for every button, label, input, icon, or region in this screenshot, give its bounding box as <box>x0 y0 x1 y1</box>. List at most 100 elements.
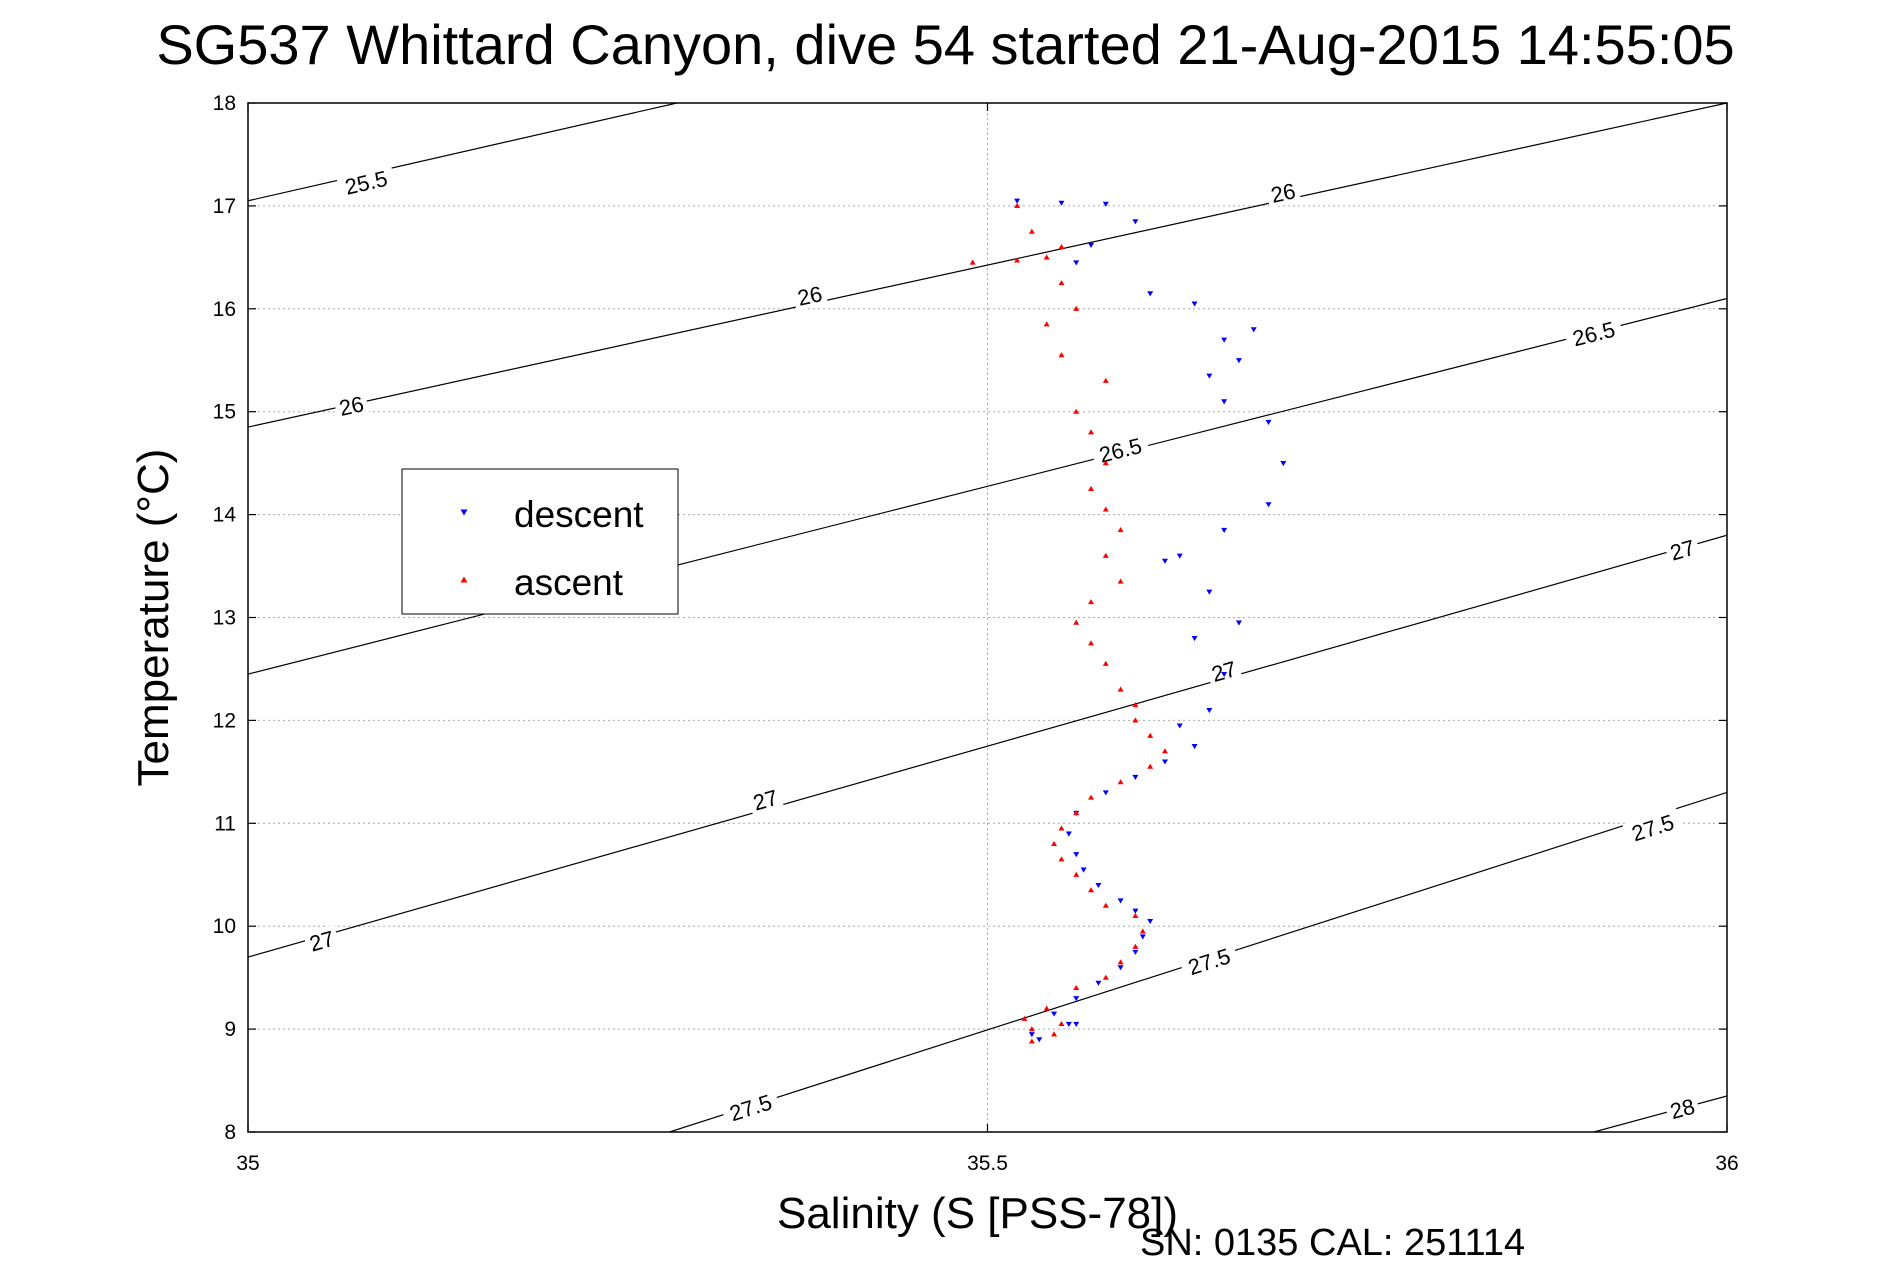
descent-point <box>1161 759 1168 765</box>
contour-label-bg <box>1622 807 1684 848</box>
descent-point <box>1065 1021 1072 1027</box>
contour-label: 25.5 <box>343 166 390 200</box>
ascent-point <box>1073 619 1080 625</box>
y-tick-label: 15 <box>213 401 236 424</box>
descent-point <box>1080 867 1087 873</box>
contour-label-bg <box>336 164 397 201</box>
axis-ticks: 35 35.5 36 8 9 10 11 12 13 14 15 16 17 18 <box>213 92 1739 1175</box>
descent-point <box>1250 327 1257 333</box>
descent-point <box>1073 996 1080 1002</box>
ascent-point <box>1088 485 1095 491</box>
x-axis-label: Salinity (S [PSS-78]) <box>777 1189 1178 1238</box>
ascent-point <box>969 259 976 265</box>
ascent-point <box>1043 321 1050 327</box>
descent-point <box>1102 790 1109 796</box>
ascent-point <box>1102 552 1109 558</box>
descent-point <box>1132 949 1139 955</box>
x-tick-label: 35 <box>236 1152 259 1175</box>
ascent-point <box>1028 1026 1035 1032</box>
contour-label-bg <box>720 1087 781 1128</box>
descent-point <box>1206 373 1213 379</box>
ascent-point <box>1028 228 1035 234</box>
descent-point <box>1191 635 1198 642</box>
density-contour-28 <box>1593 1095 1727 1132</box>
density-contour-25.5 <box>248 103 678 202</box>
ascent-point <box>1043 1005 1050 1011</box>
descent-point <box>1132 908 1139 914</box>
descent-point <box>1147 918 1154 925</box>
descent-point <box>1221 399 1228 405</box>
ascent-point <box>1051 1031 1058 1037</box>
descent-point <box>1265 502 1272 508</box>
descent-point <box>1117 898 1124 904</box>
chart-title: SG537 Whittard Canyon, dive 54 started 2… <box>156 13 1735 76</box>
y-tick-label: 16 <box>213 298 236 321</box>
contour-label-bg <box>1090 431 1151 469</box>
ascent-point <box>1028 1038 1035 1044</box>
y-tick-label: 11 <box>214 812 236 835</box>
descent-point <box>1073 260 1080 266</box>
contour-label-bg <box>1264 177 1302 208</box>
data-series <box>969 198 1287 1044</box>
ascent-point <box>1014 202 1021 208</box>
ascent-point <box>1073 810 1080 816</box>
ascent-point <box>1117 779 1124 785</box>
ascent-point <box>1073 408 1080 414</box>
ascent-point <box>1102 506 1109 512</box>
descent-point <box>1221 527 1228 534</box>
contour-label-bg <box>333 390 370 421</box>
ascent-point <box>1073 871 1080 877</box>
ascent-series <box>969 202 1168 1044</box>
descent-point <box>1280 461 1287 467</box>
descent-point <box>1073 1021 1080 1027</box>
ascent-point <box>1058 856 1065 862</box>
descent-point <box>1051 1011 1058 1017</box>
ascent-point <box>1102 974 1109 980</box>
y-tick-label: 10 <box>213 915 236 938</box>
x-tick-label: 36 <box>1715 1152 1738 1175</box>
descent-point <box>1065 831 1072 837</box>
legend-label-descent: descent <box>514 494 644 535</box>
ascent-point <box>1117 959 1124 965</box>
descent-point <box>1036 1037 1043 1043</box>
ascent-point <box>1147 732 1154 738</box>
y-axis-label: Temperature (°C) <box>129 449 178 787</box>
contour-label-bg <box>1178 941 1240 982</box>
x-tick-label: 35.5 <box>967 1152 1008 1175</box>
ascent-point <box>1139 928 1146 934</box>
contour-label: 26.5 <box>1570 317 1618 352</box>
descent-point <box>1235 358 1242 364</box>
contour-label-bg <box>791 280 829 311</box>
ascent-point <box>1117 578 1124 584</box>
descent-point <box>1058 200 1065 206</box>
ascent-point <box>1117 527 1124 533</box>
descent-point <box>1147 291 1154 297</box>
descent-point <box>1161 558 1168 564</box>
contour-label: 27.5 <box>726 1089 774 1126</box>
descent-point <box>1095 882 1102 889</box>
ascent-point <box>1073 984 1080 991</box>
y-tick-label: 17 <box>213 195 236 218</box>
y-tick-label: 13 <box>213 607 236 630</box>
descent-point <box>1088 242 1095 249</box>
density-contours: 25.526262626.526.525.52727272727.527.527… <box>248 103 1727 1132</box>
descent-series <box>1014 198 1287 1043</box>
descent-point <box>1265 419 1272 425</box>
descent-point <box>1102 201 1109 207</box>
ascent-point <box>1132 701 1139 708</box>
contour-label: 27.5 <box>1185 943 1233 980</box>
descent-point <box>1117 965 1124 971</box>
y-tick-label: 12 <box>213 709 236 732</box>
density-contour-27 <box>248 534 1727 958</box>
ascent-point <box>1058 825 1065 831</box>
y-tick-label: 18 <box>213 92 236 115</box>
ascent-point <box>1088 887 1095 893</box>
ascent-point <box>1102 460 1109 466</box>
descent-point <box>1139 934 1146 940</box>
density-contour-26 <box>248 103 1727 428</box>
y-tick-label: 14 <box>213 504 237 527</box>
descent-point <box>1191 744 1198 750</box>
ascent-point <box>1132 717 1139 723</box>
ascent-point <box>1132 943 1139 949</box>
